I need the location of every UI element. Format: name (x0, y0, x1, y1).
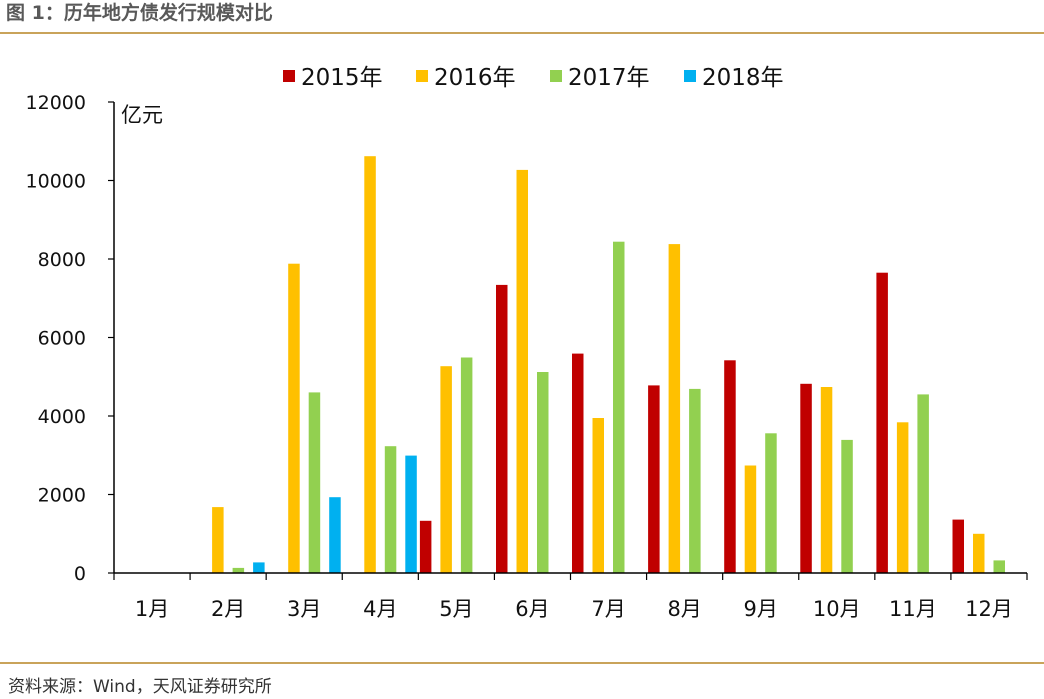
bar-2015年-10月 (800, 383, 812, 573)
bar-2015年-7月 (572, 353, 584, 573)
x-tick-label: 3月 (287, 597, 321, 621)
bar-2018年-3月 (329, 497, 341, 573)
x-tick-label: 7月 (591, 597, 625, 621)
x-tick-label: 8月 (667, 597, 701, 621)
legend: 2015年 2016年 2017年 2018年 (283, 65, 784, 91)
bar-2015年-5月 (419, 520, 432, 573)
bar-2016年-4月 (364, 156, 376, 573)
legend-label: 2016年 (434, 65, 516, 91)
bar-2016年-2月 (212, 507, 224, 573)
top-divider (0, 32, 1044, 34)
legend-swatch (283, 70, 295, 82)
x-tick-label: 12月 (965, 597, 1013, 621)
source-note: 资料来源：Wind，天风证券研究所 (8, 677, 272, 697)
bar-2015年-11月 (876, 272, 888, 573)
bar-chart: 2015年 2016年 2017年 2018年 亿元 0 2000 4000 6000 800… (26, 65, 1028, 621)
bar-2017年-8月 (689, 388, 701, 573)
legend-label: 2017年 (568, 65, 650, 91)
figure-title: 图 1：历年地方债发行规模对比 (6, 2, 273, 24)
legend-label: 2015年 (301, 65, 383, 91)
bar-2017年-3月 (308, 392, 321, 573)
bar-2015年-9月 (724, 360, 736, 573)
bar-2017年-7月 (613, 241, 625, 573)
x-tick-label: 9月 (744, 597, 778, 621)
bar-2016年-11月 (896, 422, 909, 573)
bar-2016年-7月 (592, 418, 604, 573)
y-axis-unit-label: 亿元 (121, 103, 163, 127)
x-tick-label: 4月 (363, 597, 397, 621)
x-tick-label: 2月 (211, 597, 245, 621)
x-tick-label: 5月 (439, 597, 473, 621)
bar-2015年-12月 (952, 519, 964, 573)
bar-2017年-12月 (993, 560, 1005, 573)
bar-2016年-12月 (973, 533, 985, 574)
legend-swatch (684, 70, 696, 82)
x-tick-label: 1月 (135, 597, 169, 621)
x-tick-label: 6月 (515, 597, 549, 621)
y-axis: 0 2000 4000 6000 8000 10000 12000 (26, 92, 115, 585)
bar-2016年-6月 (516, 169, 528, 573)
bottom-divider (0, 662, 1044, 664)
bar-2017年-11月 (917, 394, 929, 573)
legend-swatch (416, 70, 428, 82)
bar-2016年-8月 (668, 244, 681, 573)
bar-2016年-9月 (744, 465, 757, 573)
bar-2017年-6月 (537, 372, 549, 573)
y-tick-label: 6000 (38, 328, 86, 350)
y-tick-label: 8000 (38, 249, 86, 271)
x-tick-label: 11月 (889, 597, 937, 621)
bar-2016年-3月 (288, 263, 300, 573)
y-tick-label: 0 (74, 563, 86, 585)
bar-2016年-5月 (440, 366, 452, 573)
bar-2017年-2月 (232, 567, 245, 573)
bar-2017年-4月 (384, 446, 397, 573)
legend-label: 2018年 (702, 65, 784, 91)
bar-2018年-4月 (405, 455, 417, 573)
y-tick-label: 10000 (26, 171, 86, 193)
bar-2017年-5月 (460, 357, 473, 573)
bar-2017年-10月 (841, 439, 853, 573)
x-tick-label: 10月 (813, 597, 861, 621)
bar-2016年-10月 (820, 387, 833, 573)
y-tick-label: 4000 (38, 406, 86, 428)
bar-2015年-6月 (496, 284, 508, 573)
bar-2015年-8月 (648, 385, 660, 573)
bars-group (212, 156, 1005, 574)
legend-swatch (550, 70, 562, 82)
x-axis: 1月 2月 3月 4月 5月 6月 7月 8月 9月 10月 11月 12月 (113, 572, 1028, 621)
y-tick-label: 2000 (38, 485, 86, 507)
bar-2018年-2月 (253, 562, 265, 573)
bar-2017年-9月 (765, 433, 777, 573)
y-tick-label: 12000 (26, 92, 86, 114)
